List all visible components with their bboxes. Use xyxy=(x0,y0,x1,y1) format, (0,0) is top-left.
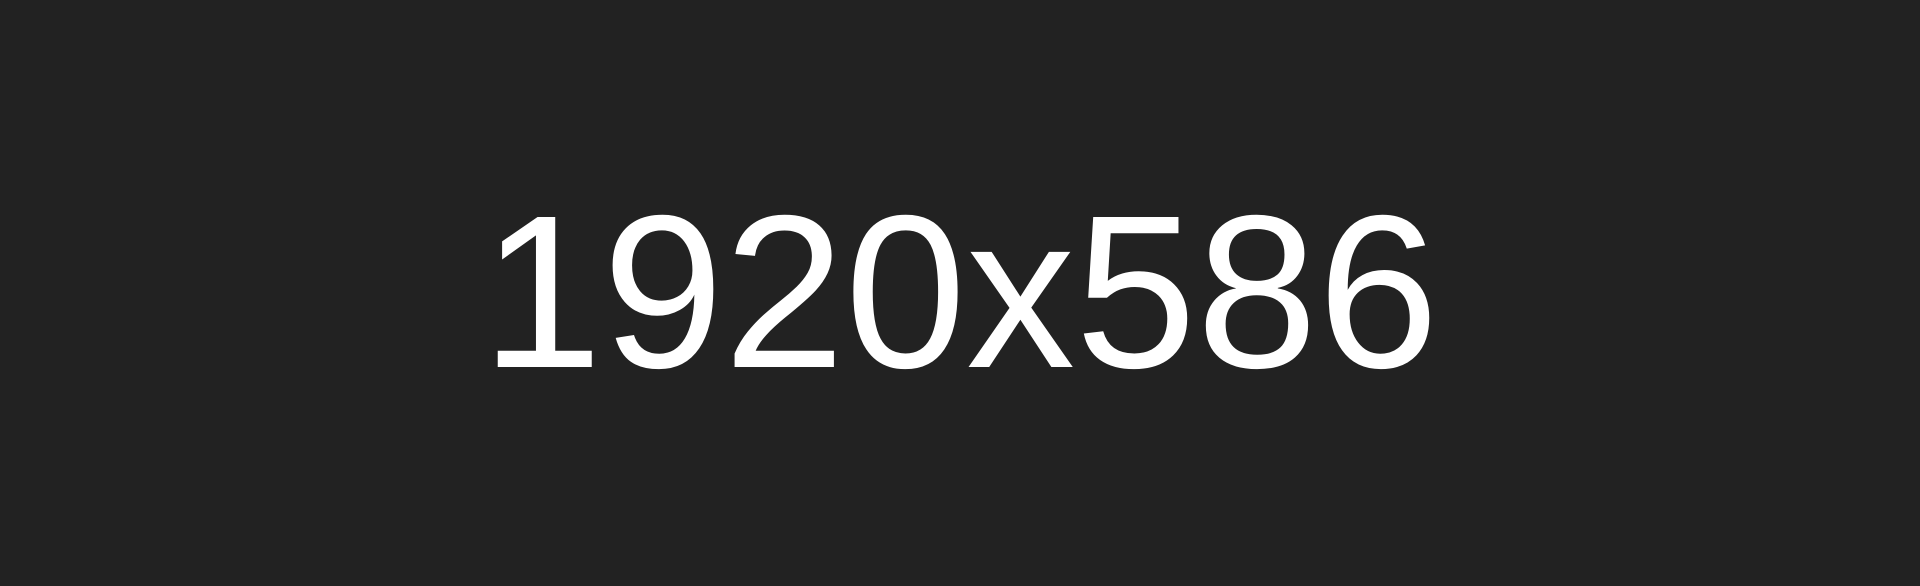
dimension-label: 1920x586 xyxy=(481,171,1439,414)
